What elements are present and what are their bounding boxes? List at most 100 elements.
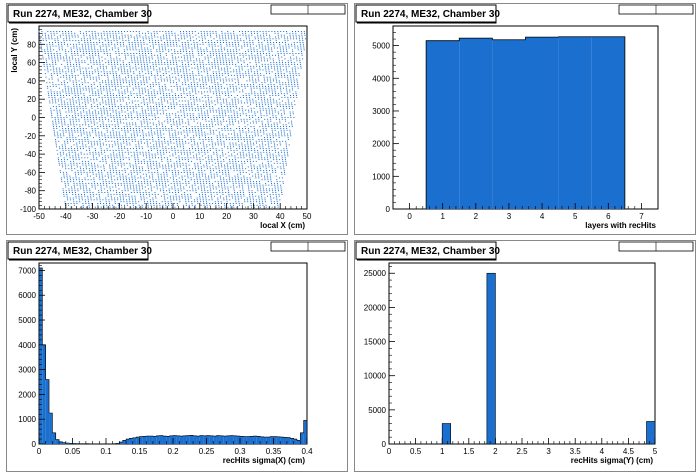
hit-point <box>78 179 80 181</box>
hit-point <box>189 109 191 111</box>
hit-point <box>111 144 113 146</box>
hit-point <box>126 182 128 184</box>
hit-point <box>138 85 140 87</box>
hit-point <box>197 85 199 87</box>
hit-point <box>59 73 61 75</box>
hit-point <box>149 122 151 124</box>
hit-point <box>185 203 187 204</box>
hit-point <box>220 124 222 126</box>
hit-point <box>117 120 118 122</box>
hit-point <box>257 96 259 98</box>
hit-point <box>131 197 133 199</box>
hit-point <box>75 195 77 197</box>
hit-point <box>226 139 227 140</box>
hit-point <box>274 129 276 131</box>
hit-point <box>219 155 221 157</box>
hit-point <box>61 164 63 166</box>
hit-point <box>175 153 177 155</box>
hit-point <box>208 175 209 177</box>
hit-point <box>184 96 186 98</box>
hit-point <box>95 76 97 78</box>
hit-point <box>108 201 110 203</box>
hit-point <box>183 188 185 190</box>
hit-point <box>182 142 184 144</box>
hit-point <box>100 182 101 184</box>
hit-point <box>284 96 286 98</box>
hit-point <box>101 153 103 155</box>
hit-point <box>175 197 177 199</box>
hit-point <box>62 91 64 93</box>
hit-point <box>162 148 164 150</box>
hit-point <box>173 142 175 144</box>
hit-point <box>269 135 271 137</box>
hit-point <box>274 184 276 186</box>
hit-point <box>183 151 185 153</box>
hit-point <box>205 199 207 201</box>
hit-point <box>177 73 179 75</box>
hit-point <box>113 96 115 98</box>
hit-point <box>118 184 119 186</box>
hit-point <box>71 133 73 135</box>
hit-point <box>278 133 280 135</box>
hit-point <box>214 104 216 106</box>
hit-point <box>212 144 214 146</box>
hit-point <box>261 179 263 181</box>
hit-point <box>271 71 273 73</box>
hit-point <box>137 78 139 80</box>
hit-point <box>193 80 195 82</box>
hit-point <box>184 193 186 195</box>
hit-point <box>244 85 246 87</box>
hit-point <box>254 135 256 137</box>
hit-point <box>171 206 173 208</box>
hit-point <box>170 199 172 201</box>
hit-point <box>140 139 142 140</box>
hit-point <box>195 192 197 193</box>
hit-point <box>251 74 253 76</box>
hit-point <box>58 160 60 162</box>
hit-point <box>111 199 113 201</box>
hit-point <box>244 162 246 164</box>
hit-point <box>163 133 165 135</box>
hit-point <box>206 204 208 206</box>
hit-point <box>278 151 279 153</box>
hit-point <box>81 193 82 195</box>
hit-point <box>112 170 114 172</box>
hit-point <box>257 76 259 78</box>
hit-point <box>227 166 229 168</box>
hit-point <box>123 199 125 201</box>
hit-point <box>284 113 285 115</box>
hit-point <box>131 60 133 62</box>
hit-point <box>179 160 181 162</box>
hit-point <box>133 188 135 190</box>
hit-point <box>74 148 76 150</box>
hit-point <box>175 195 177 197</box>
hit-point <box>97 203 99 204</box>
hit-point <box>230 206 232 208</box>
hit-point <box>249 197 251 199</box>
hit-point <box>135 85 137 87</box>
hit-point <box>120 84 122 86</box>
hit-point <box>154 96 156 98</box>
hit-point <box>213 133 215 135</box>
hit-point <box>66 197 68 199</box>
hit-point <box>60 115 62 117</box>
hit-point <box>130 54 132 56</box>
hit-point <box>104 113 106 115</box>
hit-point <box>122 173 124 175</box>
hit-point <box>256 85 258 87</box>
hit-point <box>256 146 258 148</box>
hit-point <box>178 157 180 159</box>
hit-point <box>246 179 248 181</box>
hit-point <box>142 193 144 195</box>
hit-point <box>93 100 95 102</box>
hit-point <box>151 95 153 96</box>
hit-point <box>191 126 193 128</box>
hit-point <box>114 142 116 144</box>
hit-point <box>272 58 274 60</box>
hit-point <box>228 173 230 175</box>
hit-point <box>283 126 284 128</box>
hit-point <box>57 113 58 115</box>
hit-point <box>279 120 281 122</box>
hit-point <box>198 73 200 75</box>
hit-point <box>119 197 121 199</box>
